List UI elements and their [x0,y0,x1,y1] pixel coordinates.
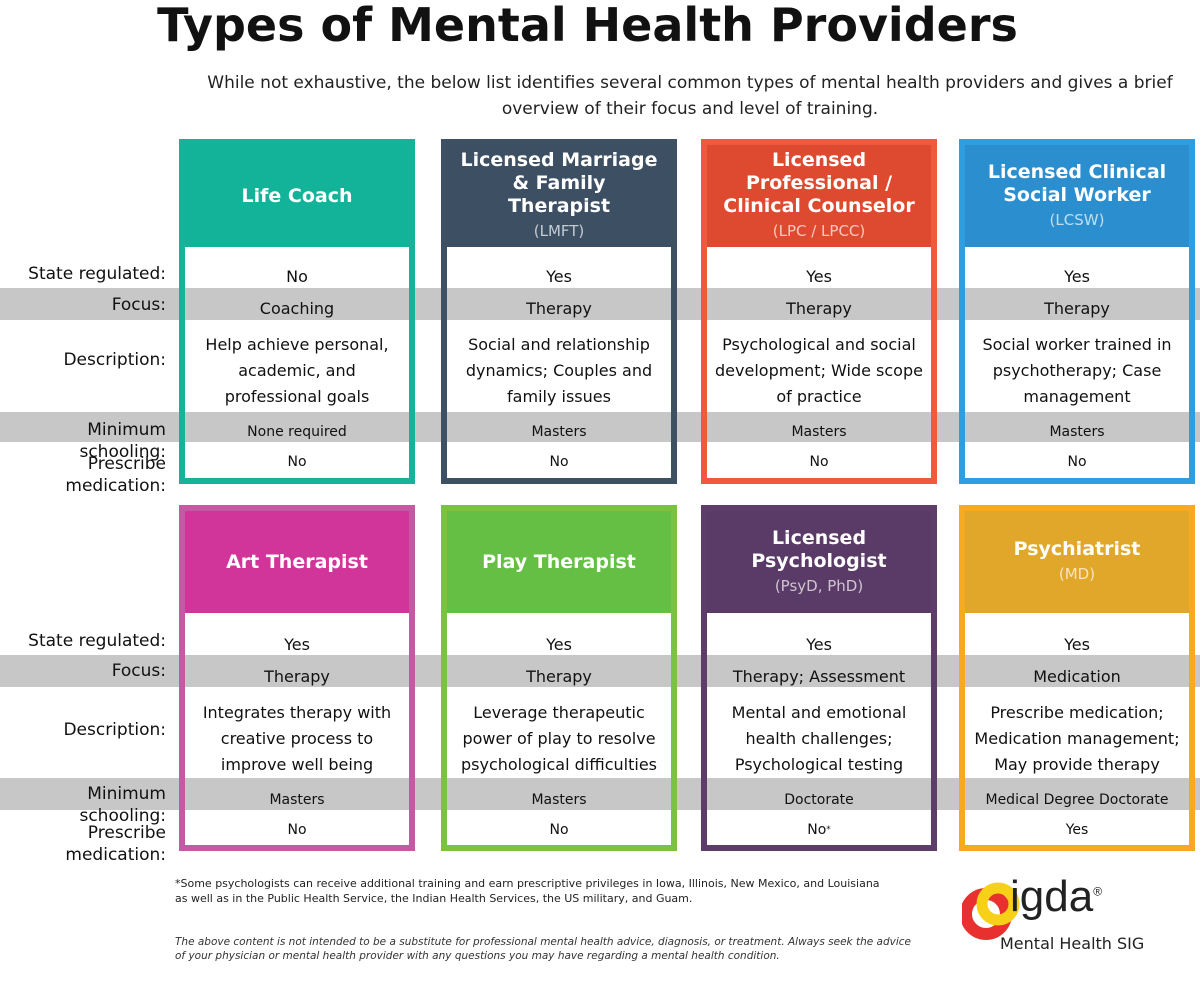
row-label-focus: Focus: [111,661,166,681]
medication-value: No [549,822,569,838]
row-label-state: State regulated: [28,631,166,651]
provider-abbreviation: (MD) [1058,565,1096,583]
footnote-marker: * [826,825,831,835]
row-label-schooling: Minimum schooling: [79,784,166,826]
medication-text: No [807,822,827,838]
intro-text: While not exhaustive, the below list ide… [207,73,1173,119]
provider-header: Psychiatrist (MD) [965,511,1189,613]
row-label-medication: Prescribe medication: [65,823,166,865]
schooling-stripe [0,412,1200,442]
row-label-description: Description: [63,720,166,740]
provider-name: Licensed Psychologist [751,526,887,572]
provider-name: Life Coach [241,184,353,207]
page-title: Types of Mental Health Providers [157,0,1018,52]
igda-logo: igda® Mental Health SIG [962,872,1182,964]
state-regulated-value: Yes [806,635,832,654]
provider-header: Licensed Professional / Clinical Counsel… [707,145,931,247]
provider-header: Life Coach [185,145,409,247]
provider-header: Licensed Marriage & Family Therapist (LM… [447,145,671,247]
state-regulated-value: Yes [1064,267,1090,286]
description-value: Integrates therapy with creative process… [202,702,392,774]
focus-value: Therapy [1044,299,1110,318]
provider-header: Art Therapist [185,511,409,613]
schooling-stripe [0,778,1200,810]
medication-value: No [1067,454,1087,470]
description-value: Social and relationship dynamics; Couple… [465,335,653,406]
focus-value: Medication [1033,667,1121,686]
provider-header: Play Therapist [447,511,671,613]
provider-header: Licensed Clinical Social Worker (LCSW) [965,145,1189,247]
footnote: *Some psychologists can receive addition… [175,877,880,905]
logo-subtitle: Mental Health SIG [1000,934,1145,953]
provider-abbreviation: (LMFT) [533,222,585,240]
schooling-value: Masters [269,792,325,808]
schooling-value: Masters [531,424,587,440]
schooling-value: Doctorate [784,792,854,808]
provider-name: Licensed Marriage & Family Therapist [460,149,658,217]
row-label-focus: Focus: [111,295,166,315]
provider-card-psychiatrist: Psychiatrist (MD) Yes Medication Prescri… [959,505,1195,851]
focus-value: Therapy [526,667,592,686]
provider-header: Licensed Psychologist (PsyD, PhD) [707,511,931,613]
schooling-value: None required [247,424,347,440]
schooling-value: Masters [1049,424,1105,440]
description-value: Prescribe medication; Medication managem… [974,702,1180,774]
description-value: Leverage therapeutic power of play to re… [460,702,657,774]
medication-value: No [287,822,307,838]
medication-value: No [287,454,307,470]
description-value: Psychological and social development; Wi… [715,335,923,406]
state-regulated-value: Yes [546,635,572,654]
description-value: Help achieve personal, academic, and pro… [205,335,389,406]
provider-name: Play Therapist [482,550,636,573]
provider-name: Art Therapist [226,550,368,573]
logo-wordmark: igda® [1010,872,1102,922]
logo-word: igda [1010,872,1094,921]
schooling-value: Masters [791,424,847,440]
focus-value: Therapy [264,667,330,686]
provider-card-lcsw: Licensed Clinical Social Worker (LCSW) Y… [959,139,1195,484]
schooling-value: Masters [531,792,587,808]
schooling-value: Medical Degree Doctorate [985,792,1169,808]
state-regulated-value: Yes [1064,635,1090,654]
focus-value: Therapy; Assessment [732,667,906,686]
disclaimer: The above content is not intended to be … [175,936,911,962]
provider-abbreviation: (PsyD, PhD) [774,576,864,595]
focus-stripe [0,655,1200,687]
medication-value: Yes [1065,822,1089,838]
focus-value: Coaching [259,299,335,318]
focus-value: Therapy [786,299,852,318]
provider-card-play-therapist: Play Therapist Yes Therapy Leverage ther… [441,505,677,851]
provider-card-lpc: Licensed Professional / Clinical Counsel… [701,139,937,484]
logo-yellow-ring [976,882,1020,926]
state-regulated-value: No [286,267,308,286]
provider-abbreviation: (LPC / LPCC) [772,222,866,240]
row-label-state: State regulated: [28,264,166,284]
provider-card-psychologist: Licensed Psychologist (PsyD, PhD) Yes Th… [701,505,937,851]
row-label-medication: Prescribe medication: [65,454,166,496]
provider-abbreviation: (LCSW) [1049,210,1105,229]
medication-value: No [809,454,829,470]
focus-stripe [0,288,1200,320]
description-value: Social worker trained in psychotherapy; … [982,335,1172,406]
provider-name: Psychiatrist [1013,538,1141,560]
provider-card-lmft: Licensed Marriage & Family Therapist (LM… [441,139,677,484]
provider-card-art-therapist: Art Therapist Yes Therapy Integrates the… [179,505,415,851]
logo-registered: ® [1093,884,1103,899]
provider-card-life-coach: Life Coach No Coaching Help achieve pers… [179,139,415,484]
igda-logo-mark [962,882,1020,940]
row-label-description: Description: [63,350,166,370]
medication-value: No * [707,816,931,844]
medication-value: No [549,454,569,470]
state-regulated-value: Yes [546,267,572,286]
provider-name: Licensed Clinical Social Worker [987,160,1167,206]
focus-value: Therapy [526,299,592,318]
state-regulated-value: Yes [284,635,310,654]
description-value: Mental and emotional health challenges; … [731,702,907,774]
row-label-schooling: Minimum schooling: [79,420,166,462]
provider-name: Licensed Professional / Clinical Counsel… [723,149,915,217]
state-regulated-value: Yes [806,267,832,286]
